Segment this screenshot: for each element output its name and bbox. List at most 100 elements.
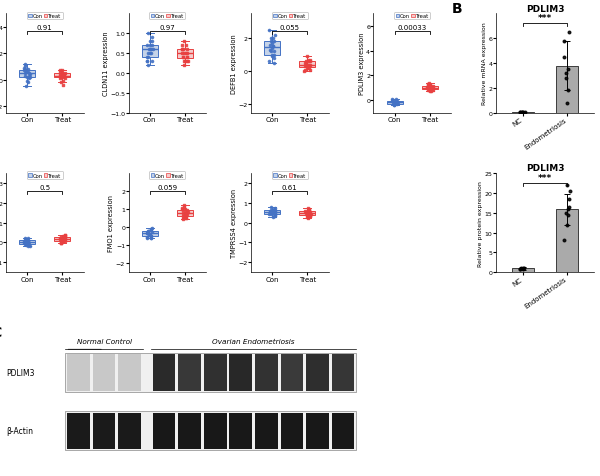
Point — [23, 235, 33, 242]
Point — [268, 43, 278, 51]
Point — [304, 214, 313, 222]
Point — [388, 99, 398, 106]
Point — [563, 206, 573, 213]
Point — [303, 57, 313, 64]
PathPatch shape — [299, 62, 316, 68]
Point — [424, 86, 433, 93]
Point — [304, 62, 313, 69]
Point — [428, 88, 437, 95]
Point — [179, 38, 189, 46]
Point — [177, 205, 187, 212]
Point — [269, 49, 278, 56]
Point — [268, 43, 278, 51]
Point — [269, 206, 279, 213]
Point — [426, 88, 436, 96]
Point — [58, 82, 68, 89]
Point — [389, 101, 399, 109]
Point — [269, 207, 278, 215]
PathPatch shape — [422, 87, 438, 90]
Point — [22, 238, 32, 246]
Point — [56, 234, 66, 241]
Point — [268, 35, 277, 43]
Bar — [67, 413, 90, 449]
Point — [388, 97, 398, 104]
Text: 0.5: 0.5 — [39, 184, 50, 190]
Point — [178, 216, 188, 223]
Point — [20, 241, 30, 248]
Point — [520, 265, 529, 272]
Point — [265, 59, 274, 66]
Point — [145, 46, 155, 54]
Point — [148, 34, 157, 42]
Bar — [556, 210, 578, 273]
Point — [23, 238, 33, 246]
Point — [22, 242, 31, 250]
Point — [144, 231, 154, 239]
Point — [301, 63, 310, 71]
Point — [268, 53, 277, 61]
Bar — [255, 413, 278, 449]
Point — [517, 109, 527, 117]
Point — [301, 60, 311, 68]
Point — [182, 50, 191, 58]
Bar — [93, 413, 115, 449]
Point — [55, 236, 65, 244]
Point — [266, 207, 275, 215]
Point — [55, 73, 64, 80]
Text: ***: *** — [538, 14, 552, 23]
Text: B: B — [452, 2, 463, 16]
Point — [425, 82, 435, 90]
Point — [424, 87, 433, 94]
Point — [25, 71, 35, 79]
PathPatch shape — [264, 42, 280, 56]
Point — [25, 74, 35, 81]
Point — [59, 235, 69, 242]
Point — [148, 42, 157, 50]
Point — [266, 211, 276, 218]
Point — [389, 99, 398, 107]
Point — [180, 213, 190, 220]
Point — [56, 73, 66, 80]
Point — [25, 75, 34, 83]
Point — [142, 58, 152, 66]
Point — [562, 100, 572, 108]
Point — [563, 66, 572, 74]
Point — [23, 243, 32, 250]
Bar — [204, 413, 227, 449]
Point — [424, 80, 433, 88]
Text: PDLIM3: PDLIM3 — [6, 368, 35, 377]
Bar — [281, 355, 303, 391]
Point — [302, 212, 312, 219]
Point — [146, 50, 156, 58]
Point — [428, 83, 437, 90]
Point — [515, 109, 525, 117]
Point — [60, 232, 70, 240]
Point — [56, 240, 66, 248]
Point — [390, 100, 400, 108]
Point — [266, 210, 276, 218]
Point — [301, 210, 311, 218]
Text: 0.00033: 0.00033 — [398, 25, 427, 31]
Point — [61, 70, 70, 78]
Point — [146, 225, 155, 233]
Point — [270, 207, 280, 214]
Point — [21, 239, 31, 247]
Point — [305, 62, 315, 69]
Point — [23, 237, 32, 245]
Point — [305, 63, 314, 71]
Point — [58, 238, 68, 246]
Point — [306, 211, 316, 218]
Point — [517, 109, 527, 117]
Point — [24, 70, 34, 78]
Point — [267, 40, 277, 48]
Point — [265, 27, 274, 35]
Point — [59, 71, 69, 79]
Point — [146, 226, 156, 234]
Bar — [332, 355, 354, 391]
Point — [143, 229, 153, 237]
Point — [301, 60, 310, 68]
Point — [390, 101, 400, 109]
Text: C: C — [0, 325, 2, 339]
Point — [146, 234, 155, 242]
Point — [148, 38, 157, 46]
